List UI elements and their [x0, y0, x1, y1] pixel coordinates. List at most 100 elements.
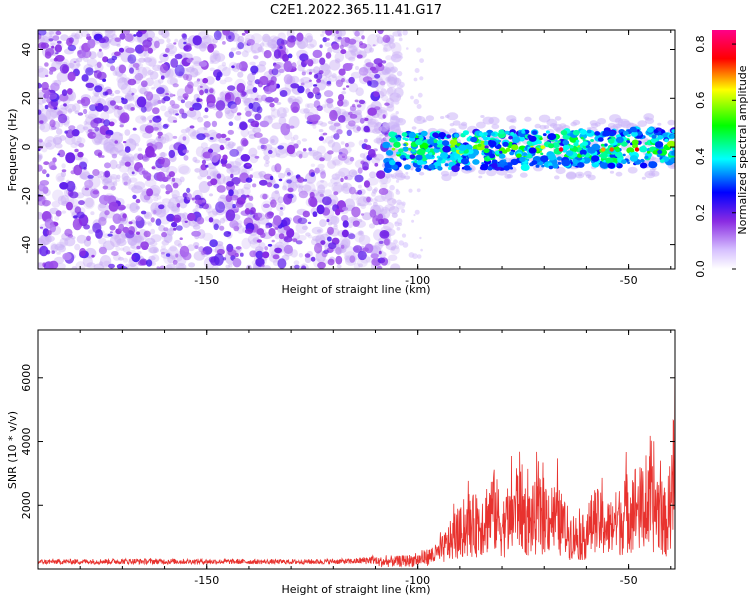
noise-blob-faint [360, 204, 367, 210]
noise-blob [103, 195, 112, 202]
signal-blob [631, 139, 639, 146]
noise-blob-faint [382, 47, 388, 53]
noise-blob-faint [327, 182, 333, 188]
noise-blob [183, 155, 189, 161]
noise-blob-faint [214, 53, 226, 62]
signal-blob [419, 142, 429, 150]
noise-blob [46, 173, 50, 178]
noise-blob [348, 233, 356, 240]
noise-blob-faint [38, 65, 44, 73]
noise-blob-faint [112, 70, 118, 76]
noise-blob-faint [375, 122, 380, 126]
signal-blob [415, 139, 423, 146]
noise-blob-faint [188, 262, 196, 268]
x-tick-label: -100 [405, 574, 430, 587]
noise-blob [206, 94, 216, 106]
noise-dot [419, 58, 424, 63]
noise-blob [274, 247, 282, 254]
noise-blob-faint [344, 50, 357, 60]
noise-blob [273, 215, 282, 226]
noise-blob [235, 200, 244, 208]
signal-blob [607, 162, 616, 169]
noise-blob-faint [174, 38, 179, 43]
noise-blob-faint [164, 110, 173, 118]
noise-blob-faint [341, 111, 350, 117]
signal-blob [548, 165, 554, 170]
noise-blob [304, 59, 312, 65]
noise-blob-faint [98, 203, 107, 209]
colorbar-gradient [712, 30, 736, 269]
signal-blob [594, 131, 601, 136]
noise-blob [297, 217, 308, 225]
noise-blob-faint [388, 206, 400, 215]
noise-blob [216, 133, 222, 139]
noise-blob-faint [202, 232, 214, 241]
noise-blob-faint [86, 58, 98, 67]
noise-blob [144, 125, 154, 134]
signal-blob [552, 163, 559, 169]
noise-blob-faint [252, 171, 264, 179]
noise-blob [349, 114, 358, 119]
noise-blob [229, 220, 239, 229]
noise-blob [176, 225, 183, 231]
noise-blob [208, 148, 213, 152]
signal-blob [532, 130, 538, 135]
noise-blob [351, 206, 361, 218]
noise-blob [278, 178, 283, 182]
noise-blob-faint [282, 185, 287, 191]
noise-blob-faint [228, 263, 233, 268]
noise-blob-faint [39, 107, 51, 122]
noise-blob-faint [97, 174, 103, 178]
noise-blob-faint [71, 135, 82, 145]
noise-blob-faint [129, 202, 140, 214]
noise-blob-faint [158, 60, 163, 64]
noise-blob [154, 40, 160, 49]
noise-blob-faint [109, 159, 118, 170]
noise-blob [73, 164, 83, 176]
noise-dot [395, 179, 400, 183]
noise-blob-faint [169, 77, 179, 86]
signal-blob [575, 139, 580, 143]
noise-blob [157, 135, 161, 139]
signal-blob [480, 163, 489, 171]
noise-blob [347, 120, 356, 127]
signal-halo [458, 123, 468, 130]
noise-blob-faint [374, 195, 386, 203]
noise-blob [303, 178, 308, 182]
noise-blob [336, 129, 343, 135]
noise-blob [107, 233, 113, 237]
noise-blob [74, 206, 82, 214]
noise-blob [271, 239, 275, 243]
noise-blob [132, 194, 137, 200]
noise-blob [183, 73, 189, 81]
noise-blob-faint [140, 115, 147, 121]
noise-blob-faint [38, 140, 45, 148]
signal-halo [506, 174, 513, 179]
noise-blob-faint [346, 141, 355, 148]
noise-blob [209, 137, 214, 140]
signal-blob [402, 137, 407, 140]
noise-blob [124, 33, 134, 42]
noise-blob-faint [88, 109, 99, 119]
noise-blob [173, 227, 177, 231]
noise-blob [320, 171, 326, 179]
noise-blob [316, 204, 325, 215]
noise-blob [297, 85, 305, 94]
signal-blob [646, 150, 651, 154]
noise-blob-faint [371, 198, 378, 203]
noise-blob [357, 250, 367, 261]
noise-blob [174, 64, 185, 77]
noise-blob-faint [122, 246, 131, 253]
noise-dot [408, 188, 413, 193]
signal-blob [540, 152, 544, 156]
noise-blob [267, 243, 273, 247]
noise-blob [38, 146, 43, 150]
noise-blob [196, 78, 201, 82]
noise-blob-faint [56, 251, 61, 255]
noise-dot [410, 95, 414, 100]
noise-blob [161, 231, 168, 238]
noise-blob [225, 137, 231, 141]
noise-blob-faint [55, 61, 63, 66]
noise-blob-faint [334, 58, 341, 64]
